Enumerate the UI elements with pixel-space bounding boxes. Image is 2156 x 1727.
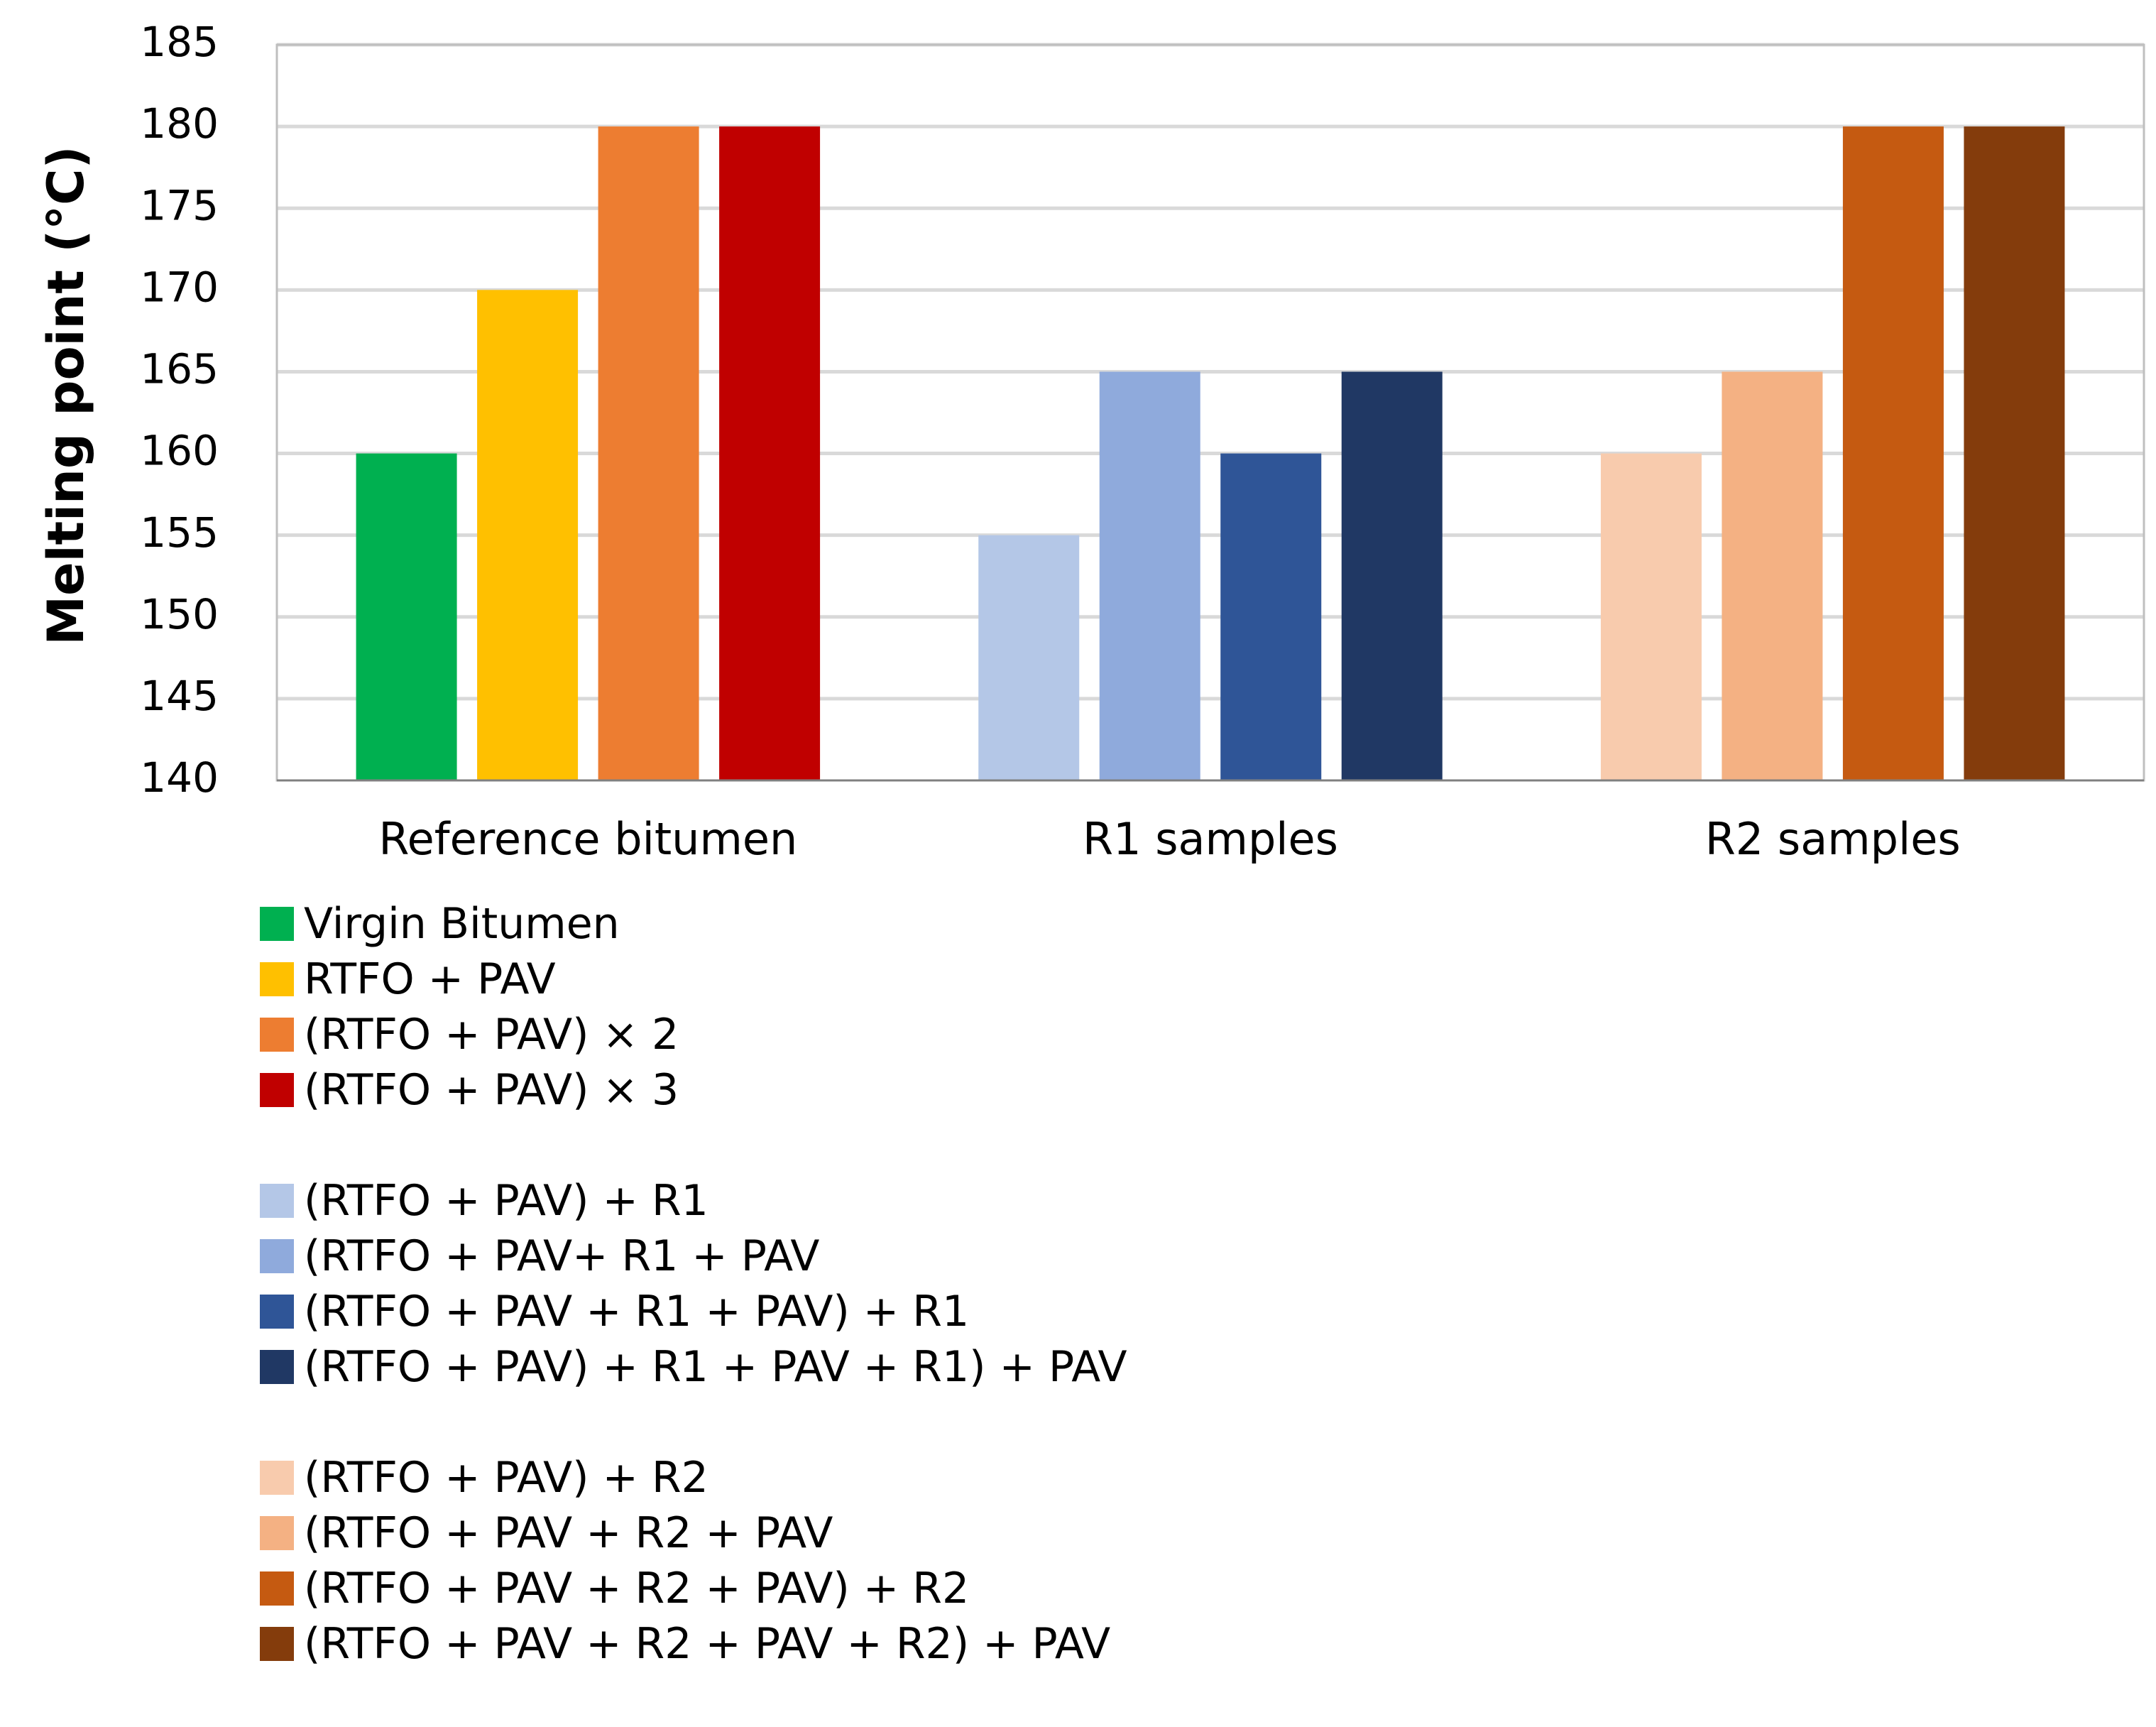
y-tick-label: 165 (140, 345, 219, 393)
y-tick-label: 175 (140, 181, 219, 229)
legend-item: (RTFO + PAV + R2 + PAV (260, 1505, 1127, 1561)
legend-group: (RTFO + PAV) + R1 (RTFO + PAV+ R1 + PAV (R… (260, 1173, 1127, 1395)
legend: Virgin Bitumen RTFO + PAV (RTFO + PAV) × 2… (260, 896, 1127, 1727)
bar (978, 535, 1080, 780)
legend-swatch (260, 907, 294, 941)
bar (1099, 371, 1200, 780)
bars (356, 126, 2065, 781)
legend-label: (RTFO + PAV) × 3 (304, 1065, 679, 1115)
legend-swatch (260, 962, 294, 996)
legend-item: (RTFO + PAV+ R1 + PAV (260, 1228, 1127, 1284)
legend-group: Virgin Bitumen RTFO + PAV (RTFO + PAV) × 2… (260, 896, 1127, 1118)
legend-label: (RTFO + PAV) + R1 + PAV + R1) + PAV (304, 1342, 1127, 1392)
y-tick-label: 185 (140, 18, 219, 66)
legend-label: RTFO + PAV (304, 954, 556, 1004)
legend-label: (RTFO + PAV + R2 + PAV) + R2 (304, 1564, 970, 1613)
legend-item: Virgin Bitumen (260, 896, 1127, 952)
bar (356, 453, 457, 780)
legend-swatch (260, 1295, 294, 1329)
bar (1220, 453, 1322, 780)
legend-label: (RTFO + PAV) × 2 (304, 1010, 679, 1059)
y-tick-label: 160 (140, 427, 219, 475)
legend-swatch (260, 1018, 294, 1052)
bar (1600, 453, 1702, 780)
bar (1722, 371, 1823, 780)
y-tick-label: 145 (140, 672, 219, 720)
bar (477, 290, 579, 780)
y-axis-ticks: 140 145 150 155 160 165 170 175 180 185 (140, 18, 219, 802)
legend-label: (RTFO + PAV + R2 + PAV + R2) + PAV (304, 1619, 1111, 1669)
legend-item: (RTFO + PAV + R1 + PAV) + R1 (260, 1284, 1127, 1339)
legend-label: (RTFO + PAV + R2 + PAV (304, 1508, 833, 1558)
legend-swatch (260, 1627, 294, 1661)
legend-item: RTFO + PAV (260, 952, 1127, 1007)
legend-swatch (260, 1184, 294, 1218)
bar (1964, 126, 2065, 781)
legend-swatch (260, 1571, 294, 1606)
legend-label: (RTFO + PAV) + R2 (304, 1453, 708, 1503)
legend-item: (RTFO + PAV) + R1 + PAV + R1) + PAV (260, 1339, 1127, 1395)
legend-swatch (260, 1239, 294, 1273)
y-tick-label: 180 (140, 99, 219, 148)
bar (1842, 126, 1944, 781)
legend-item: (RTFO + PAV) × 2 (260, 1007, 1127, 1062)
y-tick-label: 150 (140, 590, 219, 638)
legend-label: Virgin Bitumen (304, 899, 620, 949)
legend-swatch (260, 1461, 294, 1495)
x-category-label: R2 samples (1705, 813, 1961, 865)
x-axis-category-labels: Reference bitumen R1 samples R2 samples (378, 813, 1960, 865)
y-tick-label: 170 (140, 263, 219, 311)
legend-item: (RTFO + PAV) + R1 (260, 1173, 1127, 1228)
bar-chart: 140 145 150 155 160 165 170 175 180 185 Reference… (37, 18, 2145, 865)
legend-swatch (260, 1073, 294, 1107)
y-tick-label: 155 (140, 508, 219, 557)
legend-item: (RTFO + PAV + R2 + PAV + R2) + PAV (260, 1616, 1127, 1672)
x-category-label: Reference bitumen (378, 813, 797, 865)
legend-item: (RTFO + PAV + R2 + PAV) + R2 (260, 1561, 1127, 1616)
y-axis-label: Melting point (°C) (37, 146, 95, 645)
legend-item: (RTFO + PAV) × 3 (260, 1062, 1127, 1118)
bar (598, 126, 699, 781)
bar (719, 126, 821, 781)
legend-swatch (260, 1350, 294, 1384)
legend-label: (RTFO + PAV + R1 + PAV) + R1 (304, 1287, 970, 1336)
legend-item: (RTFO + PAV) + R2 (260, 1450, 1127, 1505)
legend-swatch (260, 1516, 294, 1550)
x-category-label: R1 samples (1083, 813, 1338, 865)
bar (1341, 371, 1443, 780)
legend-label: (RTFO + PAV+ R1 + PAV (304, 1231, 820, 1281)
legend-label: (RTFO + PAV) + R1 (304, 1176, 708, 1226)
legend-group: (RTFO + PAV) + R2 (RTFO + PAV + R2 + PAV (… (260, 1450, 1127, 1672)
y-tick-label: 140 (140, 753, 219, 802)
